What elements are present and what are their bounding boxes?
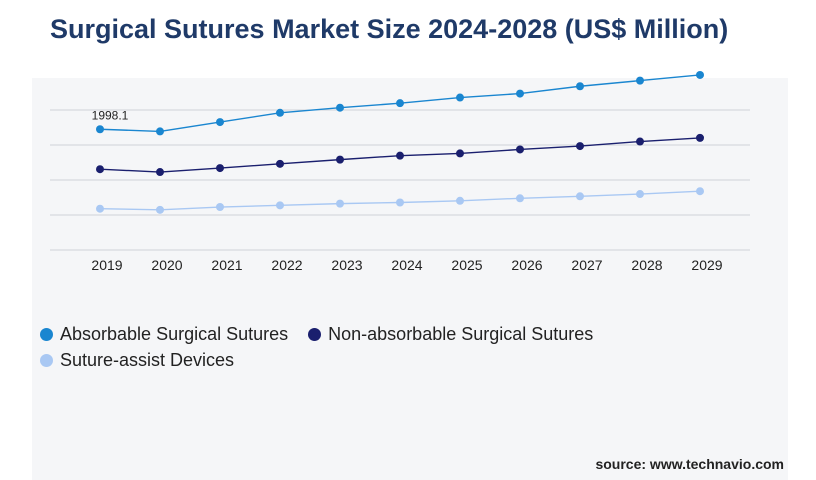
point-non-absorbable-2026 <box>516 145 524 154</box>
legend-label-absorbable: Absorbable Surgical Sutures <box>60 323 289 344</box>
x-tick-label-2028: 2028 <box>631 257 662 273</box>
data-label-0: 1998.1 <box>92 108 129 122</box>
x-tick-label-2020: 2020 <box>151 257 182 273</box>
point-absorbable-2021 <box>216 118 224 127</box>
point-absorbable-2020 <box>156 127 164 136</box>
x-tick-label-2023: 2023 <box>331 257 362 273</box>
point-non-absorbable-2021 <box>216 164 224 173</box>
point-absorbable-2024 <box>396 99 404 108</box>
legend: Absorbable Surgical Sutures Non-absorbab… <box>40 322 613 374</box>
point-suture-assist-2020 <box>156 205 164 214</box>
point-suture-assist-2021 <box>216 203 224 212</box>
point-non-absorbable-2022 <box>276 159 284 168</box>
legend-item-suture-assist: Suture-assist Devices <box>40 350 234 371</box>
source-note: source: www.technavio.com <box>595 456 784 472</box>
legend-label-non-absorbable: Non-absorbable Surgical Sutures <box>328 323 594 344</box>
point-absorbable-2019 <box>96 125 104 134</box>
point-suture-assist-2026 <box>516 194 524 203</box>
point-absorbable-2022 <box>276 108 284 117</box>
point-absorbable-2026 <box>516 89 524 98</box>
legend-marker-absorbable <box>40 327 53 341</box>
point-absorbable-2028 <box>636 76 644 85</box>
x-tick-label-2022: 2022 <box>271 257 302 273</box>
x-tick-label-2027: 2027 <box>571 257 602 273</box>
point-absorbable-2023 <box>336 103 344 112</box>
chart-title: Surgical Sutures Market Size 2024-2028 (… <box>50 14 729 44</box>
point-non-absorbable-2024 <box>396 151 404 160</box>
x-tick-label-2024: 2024 <box>391 257 422 273</box>
point-suture-assist-2028 <box>636 190 644 199</box>
point-non-absorbable-2025 <box>456 149 464 158</box>
point-suture-assist-2025 <box>456 196 464 205</box>
legend-label-suture-assist: Suture-assist Devices <box>60 349 235 370</box>
point-suture-assist-2022 <box>276 201 284 210</box>
legend-marker-suture-assist <box>40 353 53 367</box>
x-tick-label-2021: 2021 <box>211 257 242 273</box>
point-absorbable-2027 <box>576 82 584 91</box>
point-non-absorbable-2020 <box>156 168 164 177</box>
point-suture-assist-2029 <box>696 187 704 196</box>
point-absorbable-2029 <box>696 70 704 79</box>
x-tick-label-2019: 2019 <box>91 257 122 273</box>
point-suture-assist-2024 <box>396 198 404 207</box>
x-tick-label-2029: 2029 <box>691 257 722 273</box>
point-non-absorbable-2019 <box>96 165 104 174</box>
point-non-absorbable-2028 <box>636 137 644 146</box>
legend-marker-non-absorbable <box>308 327 322 341</box>
point-non-absorbable-2027 <box>576 142 584 151</box>
x-tick-label-2026: 2026 <box>511 257 542 273</box>
point-suture-assist-2023 <box>336 199 344 208</box>
legend-item-non-absorbable: Non-absorbable Surgical Sutures <box>308 324 593 345</box>
x-tick-label-2025: 2025 <box>451 257 482 273</box>
point-absorbable-2025 <box>456 93 464 102</box>
point-non-absorbable-2023 <box>336 155 344 164</box>
point-suture-assist-2027 <box>576 192 584 201</box>
point-non-absorbable-2029 <box>696 133 704 142</box>
point-suture-assist-2019 <box>96 204 104 213</box>
line-chart: 2019 2020 2021 2022 2023 2024 2025 2026 2027 2028… <box>50 70 750 273</box>
legend-item-absorbable: Absorbable Surgical Sutures <box>40 324 288 345</box>
